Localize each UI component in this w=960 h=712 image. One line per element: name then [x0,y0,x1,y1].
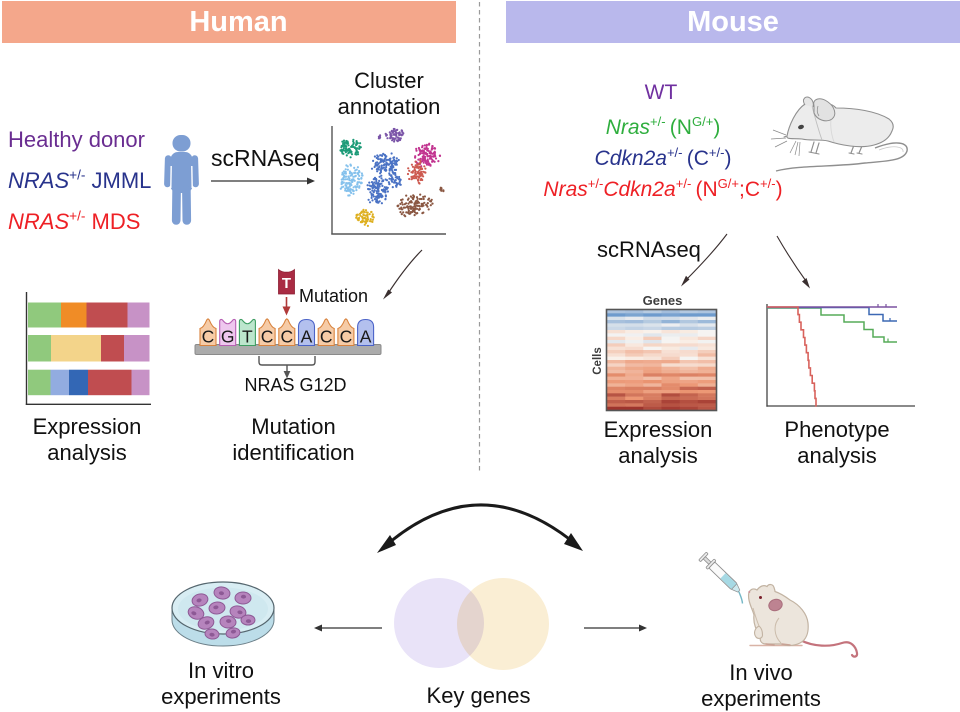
svg-text:C: C [261,327,274,347]
svg-text:A: A [360,327,372,347]
svg-text:T: T [242,327,253,347]
svg-text:A: A [301,327,313,347]
svg-text:T: T [282,275,291,292]
svg-text:Cells: Cells [592,347,604,375]
svg-text:C: C [320,327,333,347]
svg-text:G: G [221,327,235,347]
svg-text:C: C [202,327,215,347]
svg-text:C: C [280,327,293,347]
svg-text:C: C [340,327,353,347]
